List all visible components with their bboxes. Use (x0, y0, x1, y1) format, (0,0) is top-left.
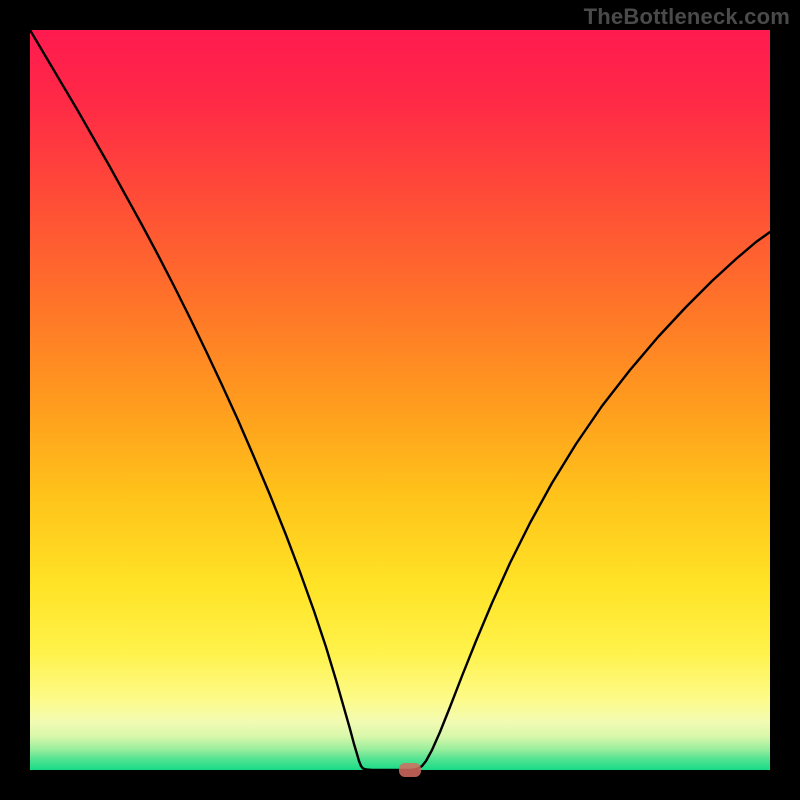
chart-container: { "meta": { "width": 800, "height": 800,… (0, 0, 800, 800)
plot-background (30, 30, 770, 770)
watermark-text: TheBottleneck.com (584, 4, 790, 30)
bottleneck-chart (0, 0, 800, 800)
minimum-marker (399, 763, 421, 777)
